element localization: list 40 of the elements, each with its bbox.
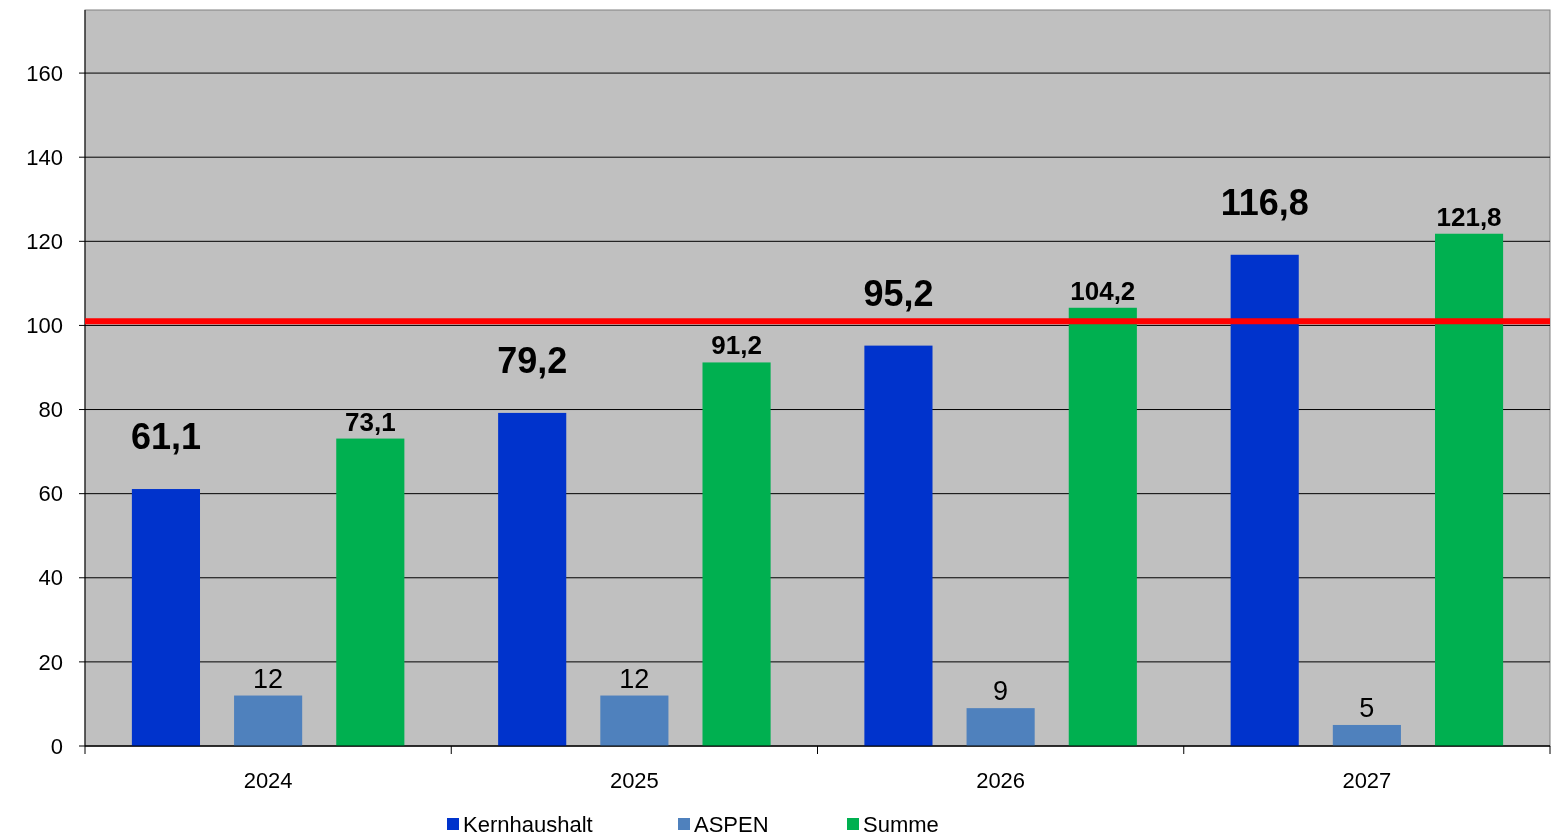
data-label: 73,1: [345, 406, 396, 437]
y-tick-label: 160: [26, 60, 63, 86]
data-label: 95,2: [863, 272, 934, 314]
y-tick-label: 0: [50, 733, 63, 759]
x-tick-label: 2025: [609, 768, 659, 793]
legend-label: Kernhaushalt: [463, 812, 593, 837]
bar: [498, 412, 567, 746]
bar: [702, 362, 771, 746]
y-tick-label: 120: [26, 229, 63, 255]
data-label: 61,1: [130, 416, 201, 458]
x-tick-label: 2026: [976, 768, 1026, 793]
bar: [864, 345, 933, 746]
data-label: 9: [993, 676, 1009, 707]
x-tick-label: 2024: [243, 768, 293, 793]
legend-label: ASPEN: [694, 812, 769, 837]
y-tick-label: 80: [38, 397, 63, 423]
x-tick-label: 2027: [1342, 768, 1392, 793]
y-tick-label: 20: [38, 649, 63, 675]
y-tick-label: 40: [38, 565, 63, 591]
data-label: 104,2: [1070, 275, 1136, 306]
data-label: 5: [1359, 692, 1375, 723]
bar: [1230, 254, 1299, 746]
bar: [1435, 233, 1504, 746]
bar: [600, 695, 669, 746]
bar: [234, 695, 303, 746]
legend-label: Summe: [863, 812, 939, 837]
data-label: 12: [253, 663, 284, 694]
data-label: 121,8: [1436, 201, 1502, 232]
data-label: 12: [619, 663, 650, 694]
bar: [336, 438, 405, 746]
data-label: 116,8: [1220, 181, 1309, 223]
bar: [966, 708, 1035, 746]
bar: [1068, 307, 1137, 746]
y-tick-label: 60: [38, 481, 63, 507]
bar: [1332, 724, 1401, 746]
bar: [131, 489, 200, 746]
y-tick-label: 100: [26, 313, 63, 339]
data-label: 79,2: [497, 339, 568, 381]
y-tick-label: 140: [26, 144, 63, 170]
data-label: 91,2: [711, 330, 762, 361]
